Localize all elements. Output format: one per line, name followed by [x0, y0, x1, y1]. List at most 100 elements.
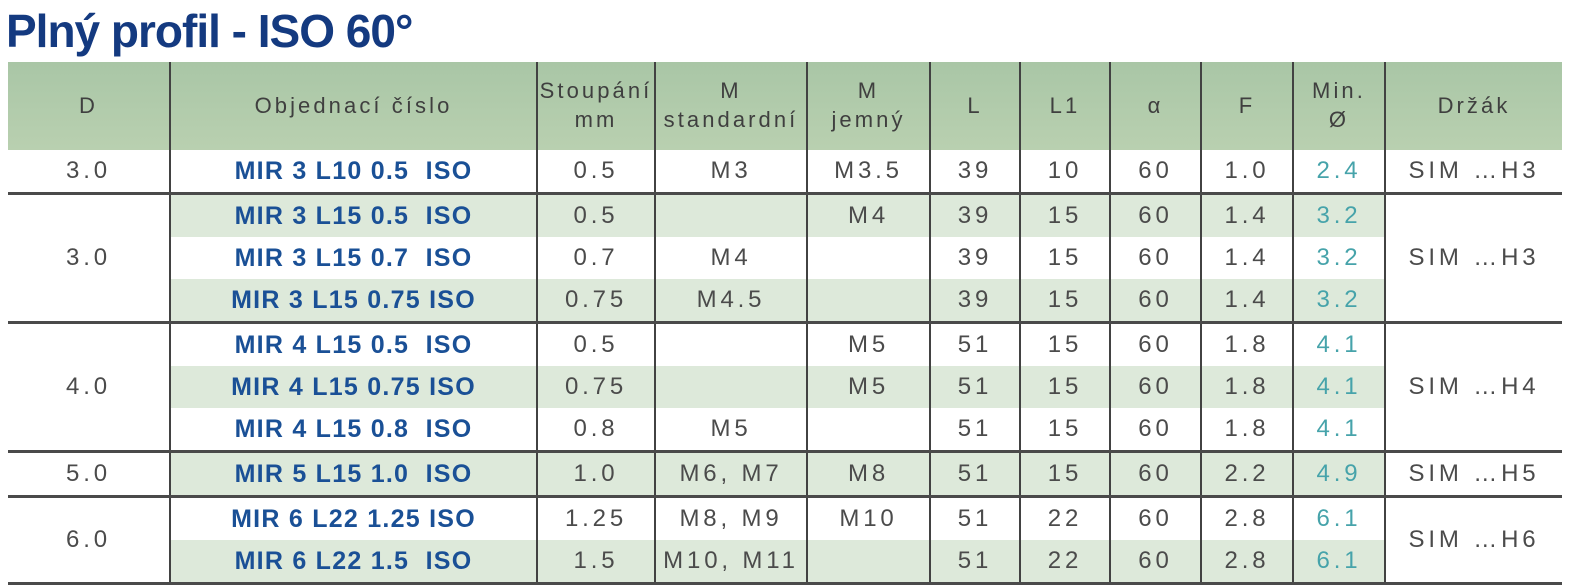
page-title: Plný profil - ISO 60° [6, 5, 413, 57]
cell-pitch: 0.5 [536, 150, 655, 195]
cell-m-standard: M10, M11 [654, 540, 807, 585]
cell-l1: 22 [1019, 496, 1110, 540]
col-header-m-fine: M jemný [806, 62, 930, 150]
cell-alpha: 60 [1109, 279, 1201, 324]
col-header-f: F [1200, 62, 1293, 150]
cell-alpha: 60 [1109, 408, 1201, 453]
cell-l: 39 [929, 193, 1020, 237]
cell-pitch: 0.75 [536, 366, 655, 408]
cell-order-number: MIR 6 L22 1.25 ISO [169, 496, 537, 540]
cell-m-standard [654, 366, 807, 408]
cell-min-diameter: 3.2 [1292, 237, 1385, 279]
cell-min-diameter: 6.1 [1292, 496, 1385, 540]
cell-l: 51 [929, 540, 1020, 585]
cell-l: 51 [929, 322, 1020, 366]
cell-m-fine: M5 [806, 366, 930, 408]
cell-m-fine: M3.5 [806, 150, 930, 195]
col-header-m-standard-line2: standardní [663, 107, 799, 132]
cell-pitch: 1.25 [536, 496, 655, 540]
cell-f: 1.4 [1200, 279, 1293, 324]
cell-holder: SIM …H4 [1384, 322, 1562, 453]
col-header-m-standard-line1: M [720, 78, 742, 104]
cell-alpha: 60 [1109, 193, 1201, 237]
cell-l1: 15 [1019, 408, 1110, 453]
table-row: MIR 4 L15 0.75 ISO 0.75 M5 51 15 60 1.8 … [8, 366, 1562, 408]
cell-order-number: MIR 3 L15 0.5 ISO [169, 193, 537, 237]
cell-holder: SIM …H3 [1384, 150, 1562, 195]
cell-m-standard: M6, M7 [654, 451, 807, 498]
cell-m-fine [806, 237, 930, 279]
table-row: MIR 3 L15 0.75 ISO 0.75 M4.5 39 15 60 1.… [8, 279, 1562, 324]
cell-l1: 22 [1019, 540, 1110, 585]
table-row: MIR 3 L15 0.7 ISO 0.7 M4 39 15 60 1.4 3.… [8, 237, 1562, 279]
cell-f: 1.8 [1200, 322, 1293, 366]
cell-m-fine [806, 279, 930, 324]
cell-pitch: 0.75 [536, 279, 655, 324]
cell-l1: 15 [1019, 193, 1110, 237]
cell-m-standard: M5 [654, 408, 807, 453]
cell-m-fine: M4 [806, 193, 930, 237]
cell-order-number: MIR 4 L15 0.8 ISO [169, 408, 537, 453]
cell-l: 39 [929, 279, 1020, 324]
table-row: MIR 4 L15 0.8 ISO 0.8 M5 51 15 60 1.8 4.… [8, 408, 1562, 453]
cell-pitch: 0.5 [536, 193, 655, 237]
cell-order-number: MIR 4 L15 0.5 ISO [169, 322, 537, 366]
cell-f: 1.0 [1200, 150, 1293, 195]
col-header-min-diameter: Min. Ø [1292, 62, 1385, 150]
col-header-order-number: Objednací číslo [169, 62, 537, 150]
table-row: 6.0 MIR 6 L22 1.25 ISO 1.25 M8, M9 M10 5… [8, 496, 1562, 585]
col-header-pitch-line1: Stoupání [539, 78, 653, 104]
cell-m-standard: M4.5 [654, 279, 807, 324]
cell-min-diameter: 3.2 [1292, 279, 1385, 324]
cell-f: 2.8 [1200, 496, 1293, 540]
col-header-d: D [8, 62, 170, 150]
cell-min-diameter: 4.9 [1292, 451, 1385, 498]
cell-f: 1.4 [1200, 237, 1293, 279]
cell-m-standard: M8, M9 [654, 496, 807, 540]
cell-l1: 10 [1019, 150, 1110, 195]
cell-alpha: 60 [1109, 322, 1201, 366]
table-row: MIR 6 L22 1.5 ISO 1.5 M10, M11 51 22 60 … [8, 540, 1562, 585]
cell-min-diameter: 4.1 [1292, 408, 1385, 453]
cell-alpha: 60 [1109, 540, 1201, 585]
product-table: D Objednací číslo Stoupání mm M standard… [8, 62, 1562, 585]
cell-l: 51 [929, 496, 1020, 540]
cell-min-diameter: 3.2 [1292, 193, 1385, 237]
cell-order-number: MIR 4 L15 0.75 ISO [169, 366, 537, 408]
cell-holder: SIM …H6 [1384, 496, 1562, 585]
cell-f: 2.2 [1200, 451, 1293, 498]
cell-l1: 15 [1019, 237, 1110, 279]
cell-diameter: 3.0 [8, 193, 170, 324]
cell-min-diameter: 4.1 [1292, 322, 1385, 366]
table-row: 4.0 MIR 4 L15 0.5 ISO 0.5 M5 51 15 60 1.… [8, 322, 1562, 453]
col-header-min-line2: Ø [1328, 107, 1350, 132]
cell-l: 51 [929, 408, 1020, 453]
cell-pitch: 0.5 [536, 322, 655, 366]
cell-f: 2.8 [1200, 540, 1293, 585]
cell-m-standard [654, 322, 807, 366]
cell-order-number: MIR 6 L22 1.5 ISO [169, 540, 537, 585]
cell-l: 51 [929, 366, 1020, 408]
cell-m-fine: M8 [806, 451, 930, 498]
cell-l1: 15 [1019, 451, 1110, 498]
col-header-m-fine-line1: M [857, 78, 880, 104]
cell-diameter: 3.0 [8, 150, 170, 195]
cell-l1: 15 [1019, 366, 1110, 408]
col-header-alpha: α [1109, 62, 1201, 150]
col-header-pitch-line2: mm [574, 107, 618, 132]
cell-holder: SIM …H3 [1384, 193, 1562, 324]
cell-l1: 15 [1019, 279, 1110, 324]
cell-f: 1.8 [1200, 408, 1293, 453]
cell-alpha: 60 [1109, 451, 1201, 498]
cell-alpha: 60 [1109, 366, 1201, 408]
col-header-l1: L1 [1019, 62, 1110, 150]
cell-alpha: 60 [1109, 496, 1201, 540]
cell-alpha: 60 [1109, 150, 1201, 195]
cell-l: 39 [929, 237, 1020, 279]
cell-m-fine: M10 [806, 496, 930, 540]
cell-order-number: MIR 3 L15 0.75 ISO [169, 279, 537, 324]
cell-m-fine [806, 408, 930, 453]
cell-m-fine [806, 540, 930, 585]
col-header-m-standard: M standardní [654, 62, 807, 150]
table-row: 5.0 MIR 5 L15 1.0 ISO 1.0 M6, M7 M8 51 1… [8, 451, 1562, 498]
